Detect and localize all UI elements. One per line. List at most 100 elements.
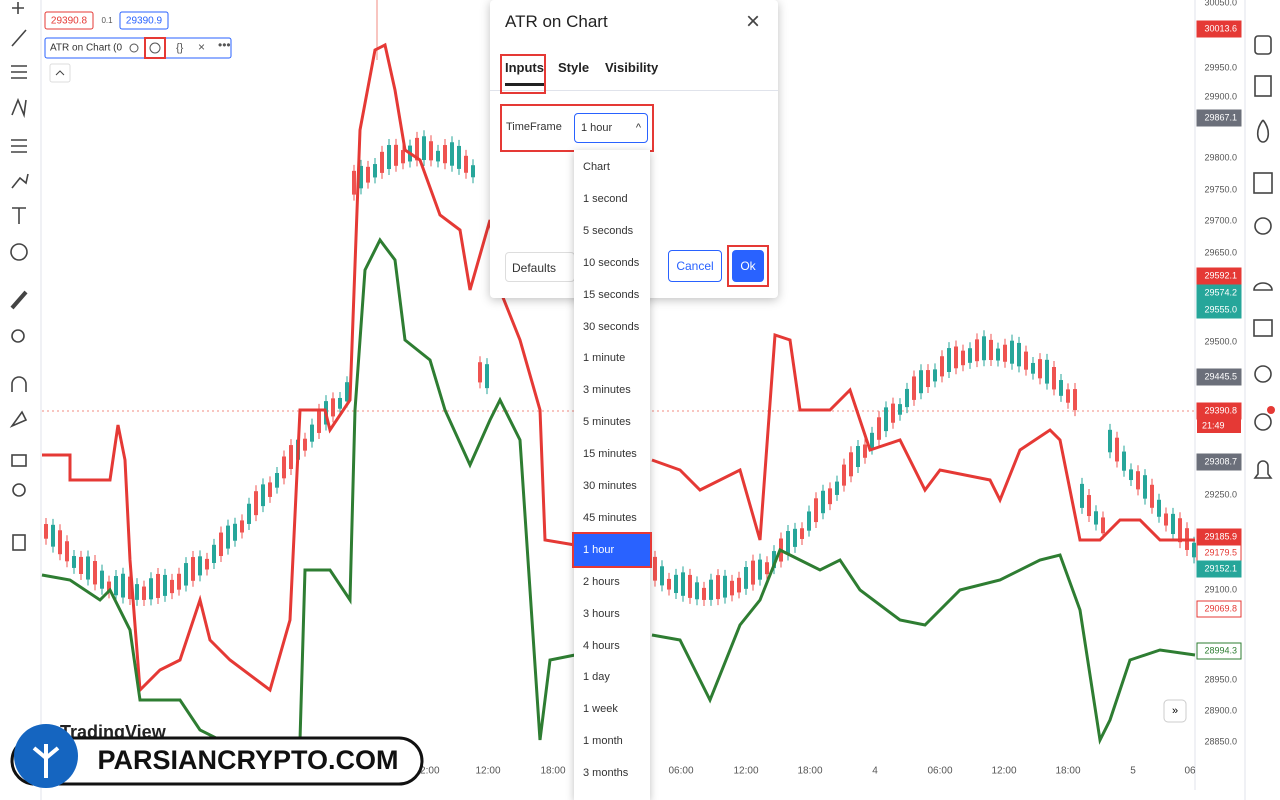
button-label: Cancel xyxy=(676,259,714,273)
side-icon[interactable] xyxy=(1253,282,1273,291)
tool-icon[interactable] xyxy=(12,2,24,14)
scroll-button[interactable] xyxy=(1163,699,1187,723)
side-icon[interactable] xyxy=(1254,35,1272,55)
candle-body xyxy=(457,145,461,169)
eye-icon[interactable] xyxy=(129,43,139,53)
time-label: 12:00 xyxy=(991,766,1016,777)
remove-icon[interactable]: × xyxy=(198,40,205,54)
price-badge xyxy=(1196,560,1242,578)
tab[interactable]: Inputs xyxy=(505,60,544,86)
side-icon[interactable] xyxy=(1254,413,1272,431)
price-badge xyxy=(1196,453,1242,471)
tool-icon[interactable] xyxy=(12,483,26,497)
dropdown-option[interactable]: Chart xyxy=(583,161,610,173)
dropdown-option[interactable]: 1 minute xyxy=(583,352,626,365)
side-icon[interactable] xyxy=(1256,119,1270,143)
source-icon[interactable]: {} xyxy=(176,42,184,54)
dropdown-option[interactable]: 3 minutes xyxy=(583,384,631,397)
tool-icon[interactable] xyxy=(11,139,27,153)
dropdown-option[interactable]: 4 hours xyxy=(583,639,620,652)
candle-body xyxy=(835,481,839,495)
tool-icon[interactable] xyxy=(9,410,28,428)
candle-body xyxy=(786,531,790,555)
tool-icon[interactable] xyxy=(10,290,28,310)
defaults-button[interactable]: Defaults xyxy=(505,252,575,282)
dropdown-option[interactable]: 1 hour xyxy=(572,531,652,568)
price-badge xyxy=(1196,642,1242,660)
dropdown-option[interactable]: 30 seconds xyxy=(583,320,640,333)
tab[interactable]: Style xyxy=(558,60,590,75)
tool-icon[interactable] xyxy=(11,173,29,189)
dropdown-option[interactable]: 2 hours xyxy=(583,575,620,588)
candle-body xyxy=(93,561,97,585)
settings-icon[interactable] xyxy=(149,42,161,54)
candle-body xyxy=(317,409,321,433)
tool-icon[interactable] xyxy=(11,329,25,343)
candle-body xyxy=(975,339,979,362)
ok-button[interactable]: Ok xyxy=(732,250,764,282)
dialog-title: ATR on Chart xyxy=(505,12,608,31)
atr-lower-line xyxy=(41,237,576,762)
price-label: 29500.0 xyxy=(1204,336,1237,346)
tool-icon[interactable] xyxy=(12,207,26,224)
side-icon[interactable] xyxy=(1253,460,1273,479)
cancel-button[interactable]: Cancel xyxy=(668,250,722,282)
candle-body xyxy=(387,145,391,170)
side-icon[interactable] xyxy=(1253,172,1273,194)
button-label: Ok xyxy=(740,259,756,273)
more-icon[interactable]: ••• xyxy=(218,38,231,52)
dropdown-option[interactable]: 1 day xyxy=(583,671,610,684)
candle-body xyxy=(1024,351,1028,370)
tool-icon[interactable] xyxy=(11,454,27,467)
collapse-button[interactable] xyxy=(49,63,71,83)
highlight-settings xyxy=(144,37,166,59)
price-label: 29750.0 xyxy=(1204,184,1237,194)
candle-body xyxy=(1059,380,1063,396)
candle-body xyxy=(765,562,769,575)
dropdown-option[interactable]: 1 month xyxy=(583,735,623,748)
dropdown-option[interactable]: 1 second xyxy=(583,192,628,205)
candle-body xyxy=(65,541,69,562)
tool-icon[interactable] xyxy=(11,65,27,79)
candle-body xyxy=(1115,437,1119,462)
candle-body xyxy=(51,524,55,547)
candle-body xyxy=(366,166,370,183)
candle-body xyxy=(1171,513,1175,535)
candle-body xyxy=(737,577,741,593)
timeframe-select[interactable]: 1 hour ^ xyxy=(574,113,648,143)
dropdown-option[interactable]: 3 hours xyxy=(583,607,620,620)
side-icon[interactable] xyxy=(1254,365,1272,383)
side-icon[interactable] xyxy=(1253,319,1273,337)
dropdown-option[interactable]: 5 seconds xyxy=(583,224,634,237)
side-icon[interactable] xyxy=(1254,217,1272,235)
close-button[interactable]: × xyxy=(746,8,761,35)
tool-icon[interactable] xyxy=(10,243,28,261)
candle-body xyxy=(919,370,923,394)
price-badge xyxy=(1196,284,1242,302)
price-badge xyxy=(1196,301,1242,319)
time-label: 06 xyxy=(1184,766,1196,777)
candle-body xyxy=(429,141,433,161)
dropdown-option[interactable]: 3 months xyxy=(583,767,629,780)
tab[interactable]: Visibility xyxy=(605,60,659,75)
dropdown-option[interactable]: 15 minutes xyxy=(583,448,637,461)
dropdown-option[interactable]: 5 minutes xyxy=(583,416,631,429)
tool-icon[interactable] xyxy=(11,97,27,119)
candle-body xyxy=(191,557,195,581)
dropdown-option[interactable]: 10 seconds xyxy=(583,256,640,269)
logo-text: PARSIANCRYPTO.COM xyxy=(97,745,398,775)
dropdown-option[interactable]: 30 minutes xyxy=(583,480,637,492)
candle-body xyxy=(751,560,755,585)
buy-box[interactable] xyxy=(119,11,169,30)
candle-body xyxy=(821,490,825,514)
side-icon[interactable] xyxy=(1254,75,1272,97)
candle-body xyxy=(401,150,405,164)
tool-icon[interactable] xyxy=(11,29,27,47)
price-label: 29867.1 xyxy=(1204,112,1237,122)
dropdown-option[interactable]: 1 week xyxy=(583,703,618,716)
dropdown-option[interactable]: 15 seconds xyxy=(583,288,640,301)
dropdown-option[interactable]: 45 minutes xyxy=(583,511,637,524)
tool-icon[interactable] xyxy=(11,376,27,392)
tool-icon[interactable] xyxy=(12,534,26,551)
sell-box[interactable] xyxy=(44,11,94,30)
